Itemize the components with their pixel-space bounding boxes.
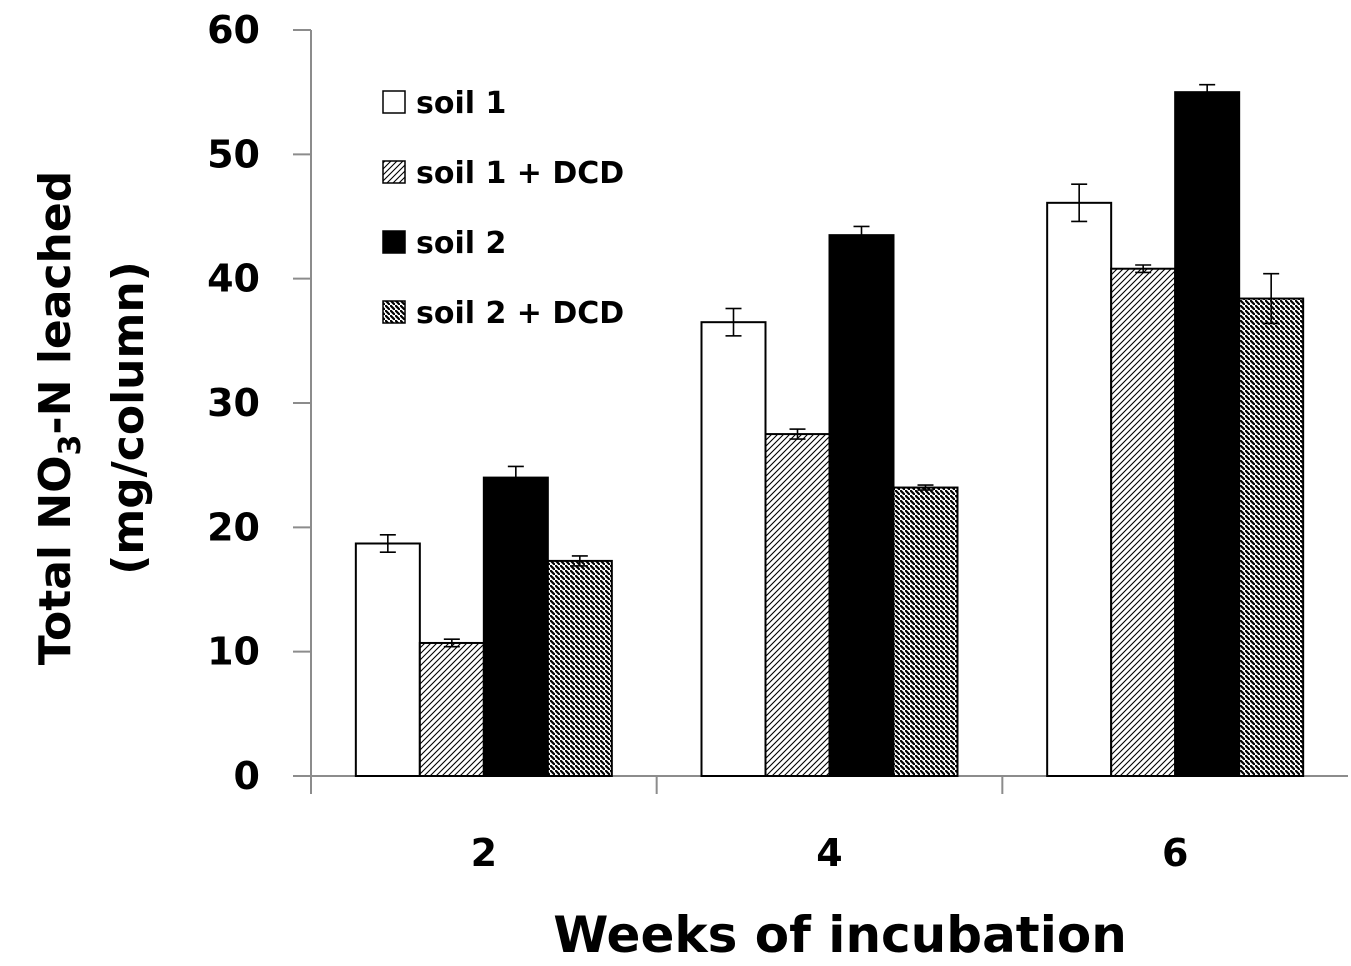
- y-tick-label: 10: [207, 630, 260, 674]
- bars: [354, 83, 1305, 778]
- legend-swatch: [382, 90, 406, 114]
- legend-swatch: [382, 160, 406, 184]
- bar-soil-1-week-6: [1046, 201, 1113, 778]
- error-bar: [1071, 183, 1088, 223]
- y-axis-title-prefix: Total NO: [30, 455, 81, 665]
- bar-soil-1-week-2: [354, 542, 421, 777]
- legend-item: soil 1: [382, 86, 506, 121]
- x-tick-label: 4: [816, 831, 842, 875]
- legend: soil 1 soil 1 + DCD soil 2 soil 2 + DCD: [382, 86, 624, 331]
- y-axis-title-suffix: -N leached: [30, 171, 81, 435]
- y-tick-label: 0: [234, 754, 260, 798]
- error-bar: [725, 307, 742, 337]
- legend-label: soil 2 + DCD: [416, 296, 624, 331]
- bar-soil-1-dcd-week-4: [764, 433, 831, 777]
- legend-item: soil 2 + DCD: [382, 296, 624, 331]
- error-bar: [571, 555, 588, 567]
- legend-item: soil 1 + DCD: [382, 156, 624, 191]
- error-bar: [853, 225, 870, 245]
- x-axis-title: Weeks of incubation: [553, 906, 1127, 962]
- legend-label: soil 1 + DCD: [416, 156, 624, 191]
- error-bar: [443, 638, 460, 648]
- bar-soil-2-week-4: [828, 234, 895, 777]
- error-bar: [1199, 83, 1216, 101]
- y-tick-label: 20: [207, 505, 260, 549]
- error-bar: [379, 533, 396, 554]
- y-axis-title-line1: Total NO3-N leached: [30, 171, 88, 665]
- error-bar: [507, 465, 524, 490]
- bar-soil-2-week-6: [1174, 91, 1241, 777]
- y-tick-label: 40: [207, 257, 260, 301]
- y-axis-title-line2: (mg/column): [103, 261, 154, 575]
- y-tick-labels: 0 10 20 30 40 50 60: [207, 8, 260, 798]
- y-axis-title: Total NO3-N leached (mg/column): [30, 171, 154, 665]
- x-tick-label: 6: [1162, 831, 1188, 875]
- bar-soil-2-week-2: [482, 476, 549, 777]
- legend-swatch: [382, 300, 406, 324]
- legend-label: soil 2: [416, 226, 506, 261]
- bar-soil-1-dcd-week-6: [1110, 267, 1177, 777]
- y-tick-label: 50: [207, 132, 260, 176]
- error-bar: [917, 484, 934, 491]
- x-tick-label: 2: [471, 831, 497, 875]
- y-tick-label: 30: [207, 381, 260, 425]
- bar-soil-2-dcd-week-6: [1238, 297, 1305, 777]
- error-bar: [1263, 272, 1280, 325]
- bar-soil-2-dcd-week-2: [546, 559, 613, 777]
- bar-soil-1-dcd-week-2: [418, 641, 485, 777]
- legend-label: soil 1: [416, 86, 506, 121]
- legend-item: soil 2: [382, 226, 506, 261]
- y-tick-label: 60: [207, 8, 260, 52]
- error-bar: [789, 428, 806, 440]
- bar-soil-2-dcd-week-4: [892, 486, 959, 777]
- y-axis-title-subscript: 3: [53, 435, 88, 456]
- error-bar: [1135, 264, 1152, 274]
- legend-swatch: [382, 230, 406, 254]
- bar-soil-1-week-4: [700, 321, 767, 777]
- x-tick-labels: 2 4 6: [471, 831, 1189, 875]
